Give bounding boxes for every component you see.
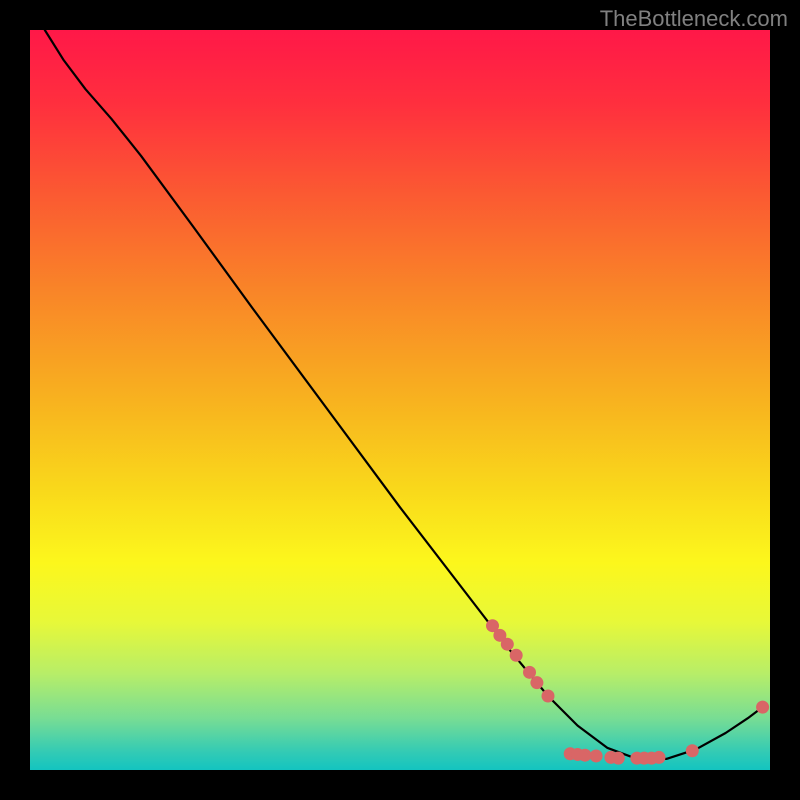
data-marker — [530, 676, 543, 689]
gradient-background — [30, 30, 770, 770]
plot-svg — [30, 30, 770, 770]
data-marker — [653, 751, 666, 764]
data-marker — [612, 752, 625, 765]
chart-frame: TheBottleneck.com — [0, 0, 800, 800]
data-marker — [686, 744, 699, 757]
data-marker — [510, 649, 523, 662]
data-marker — [590, 749, 603, 762]
data-marker — [756, 701, 769, 714]
plot-area — [30, 30, 770, 770]
data-marker — [579, 749, 592, 762]
data-marker — [542, 690, 555, 703]
watermark-text: TheBottleneck.com — [600, 6, 788, 32]
data-marker — [501, 638, 514, 651]
